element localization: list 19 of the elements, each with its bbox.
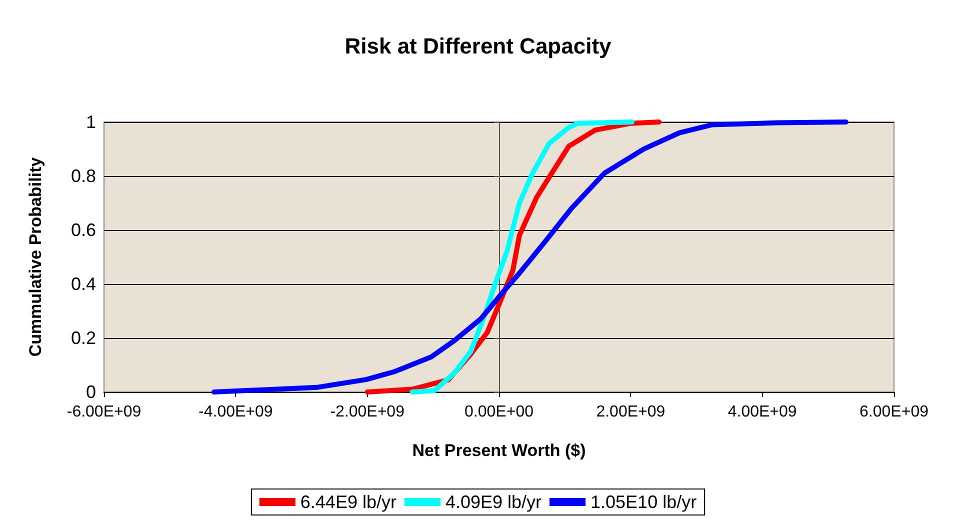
x-tick-label: -2.00E+09 <box>330 404 405 420</box>
x-tick-label: 4.00E+09 <box>728 404 797 420</box>
x-tick-label: -6.00E+09 <box>66 404 142 420</box>
y-tick-label: 0.6 <box>70 220 96 240</box>
x-tick-label: 6.00E+09 <box>860 404 929 420</box>
x-tick-label: 0.00E+00 <box>464 404 534 420</box>
y-tick-label: 0.2 <box>70 328 96 348</box>
y-tick-label: 1 <box>86 112 96 132</box>
y-axis-title: Cummulative Probability <box>26 156 45 357</box>
legend-label: 4.09E9 lb/yr <box>445 492 542 512</box>
chart-title: Risk at Different Capacity <box>344 34 612 58</box>
legend-label: 6.44E9 lb/yr <box>300 492 396 512</box>
y-tick-label: 0 <box>86 382 96 402</box>
y-tick-label: 0.4 <box>70 274 96 294</box>
x-tick-label: -4.00E+09 <box>198 404 273 420</box>
x-axis-title: Net Present Worth ($) <box>412 441 586 460</box>
y-tick-label: 0.8 <box>70 166 96 186</box>
legend-label: 1.05E10 lb/yr <box>590 492 697 512</box>
x-tick-label: 2.00E+09 <box>596 404 666 420</box>
